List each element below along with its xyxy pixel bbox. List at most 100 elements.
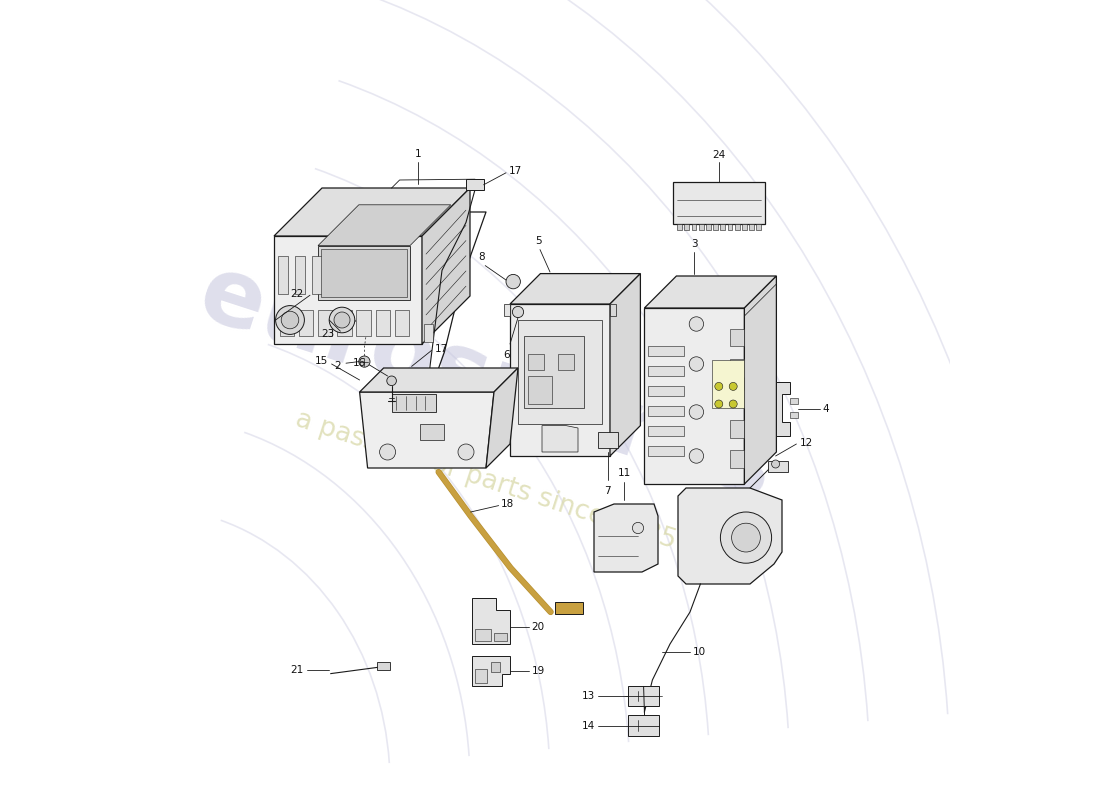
Text: 2: 2 — [333, 361, 340, 370]
Text: 5: 5 — [535, 237, 541, 246]
Polygon shape — [745, 276, 777, 484]
Text: a passion for parts since 1985: a passion for parts since 1985 — [293, 406, 680, 554]
Circle shape — [632, 522, 644, 534]
Circle shape — [729, 400, 737, 408]
Text: 8: 8 — [477, 253, 484, 262]
Bar — [528, 376, 551, 404]
Text: 18: 18 — [500, 499, 515, 509]
Bar — [528, 354, 543, 370]
Circle shape — [513, 306, 524, 318]
Bar — [318, 246, 410, 300]
Bar — [525, 336, 584, 408]
Bar — [713, 224, 718, 230]
Polygon shape — [486, 368, 518, 468]
Bar — [648, 346, 684, 356]
Bar — [730, 450, 745, 468]
Bar — [648, 426, 684, 436]
Polygon shape — [360, 368, 518, 392]
Polygon shape — [510, 304, 610, 456]
Bar — [648, 406, 684, 416]
Circle shape — [276, 306, 305, 334]
Circle shape — [715, 400, 723, 408]
Text: 17: 17 — [434, 344, 448, 354]
Circle shape — [690, 449, 704, 463]
Circle shape — [387, 376, 396, 386]
Circle shape — [690, 405, 704, 419]
Circle shape — [282, 311, 299, 329]
Bar — [628, 715, 659, 736]
Bar — [558, 354, 574, 370]
Polygon shape — [678, 488, 782, 584]
Polygon shape — [542, 426, 578, 452]
Text: 10: 10 — [692, 647, 705, 657]
Bar — [491, 662, 501, 672]
Polygon shape — [776, 382, 790, 436]
Text: 20: 20 — [531, 622, 544, 632]
Bar — [706, 224, 711, 230]
Bar — [279, 310, 294, 336]
Text: 23: 23 — [321, 330, 334, 339]
Polygon shape — [419, 424, 443, 440]
Bar — [338, 310, 352, 336]
Text: 4: 4 — [822, 404, 828, 414]
Text: 7: 7 — [604, 486, 611, 496]
Text: 14: 14 — [582, 721, 595, 730]
Bar — [466, 179, 484, 190]
Bar — [749, 224, 754, 230]
Bar — [377, 662, 390, 670]
Bar — [598, 432, 618, 448]
Bar — [673, 182, 766, 224]
Text: 22: 22 — [290, 290, 304, 299]
Bar — [318, 310, 332, 336]
Bar — [299, 310, 314, 336]
Text: 1: 1 — [415, 149, 421, 159]
Bar — [720, 224, 725, 230]
Text: 15: 15 — [315, 356, 328, 366]
Bar — [321, 249, 407, 297]
Polygon shape — [510, 274, 640, 304]
Bar — [742, 224, 747, 230]
Polygon shape — [645, 276, 777, 308]
Bar — [475, 629, 491, 641]
Bar — [648, 386, 684, 396]
Polygon shape — [274, 236, 422, 344]
Circle shape — [329, 307, 355, 333]
Text: 13: 13 — [582, 691, 595, 701]
Polygon shape — [472, 598, 510, 644]
Polygon shape — [318, 205, 451, 246]
Bar — [698, 224, 704, 230]
Bar — [494, 633, 507, 641]
Text: 24: 24 — [713, 150, 726, 160]
Text: 12: 12 — [800, 438, 813, 448]
Bar — [790, 398, 798, 404]
Bar — [375, 310, 390, 336]
Bar — [727, 224, 733, 230]
Circle shape — [690, 317, 704, 331]
Circle shape — [720, 512, 771, 563]
Bar — [356, 310, 371, 336]
Bar — [730, 329, 745, 346]
Text: 3: 3 — [691, 238, 697, 249]
Circle shape — [732, 523, 760, 552]
Bar — [392, 394, 436, 412]
Bar — [648, 446, 684, 456]
Bar — [790, 412, 798, 418]
Circle shape — [690, 357, 704, 371]
Bar — [518, 320, 602, 424]
Polygon shape — [594, 504, 658, 572]
Circle shape — [458, 444, 474, 460]
Text: 21: 21 — [290, 665, 304, 674]
Bar — [554, 602, 583, 614]
Polygon shape — [645, 308, 745, 484]
Polygon shape — [422, 188, 470, 344]
Polygon shape — [610, 304, 616, 316]
Bar — [730, 420, 745, 438]
Text: 17: 17 — [509, 166, 522, 176]
Polygon shape — [610, 274, 640, 456]
Bar — [278, 256, 287, 294]
Text: 16: 16 — [353, 358, 366, 368]
Bar — [730, 359, 745, 377]
Text: 19: 19 — [531, 666, 544, 676]
Bar — [678, 224, 682, 230]
Polygon shape — [472, 656, 510, 686]
